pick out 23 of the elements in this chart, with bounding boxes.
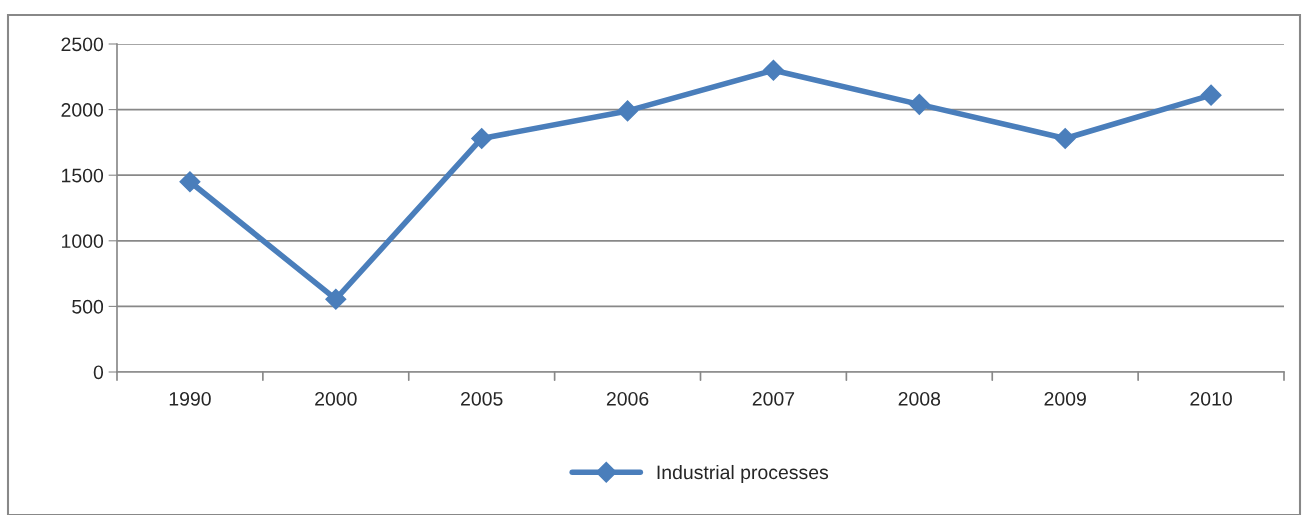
point [1200,84,1222,106]
y-tick-label: 2000 [61,103,104,117]
point [762,59,784,81]
x-tick-label: 2000 [315,391,357,406]
x-tick-label: 2006 [606,391,649,406]
point [471,127,493,149]
point [617,100,639,122]
y-tick-label: 0 [93,365,104,380]
point [908,93,930,115]
y-tick-label: 1500 [62,168,104,183]
point [325,288,347,310]
x-tick-label: 2005 [461,391,503,406]
x-tick-label: 2009 [1044,391,1086,406]
x-tick-label: 1990 [169,391,211,406]
y-tick-label: 500 [72,299,104,314]
y-tick-label: 2500 [61,37,104,52]
x-tick-label: 2010 [1190,391,1232,406]
point [179,171,201,193]
y-tick-label: 1000 [62,234,104,249]
x-tick-label: 2007 [752,391,795,406]
x-tick-label: 2008 [898,391,941,406]
point [1054,127,1076,149]
legend-label: Industrial processes [657,464,829,484]
